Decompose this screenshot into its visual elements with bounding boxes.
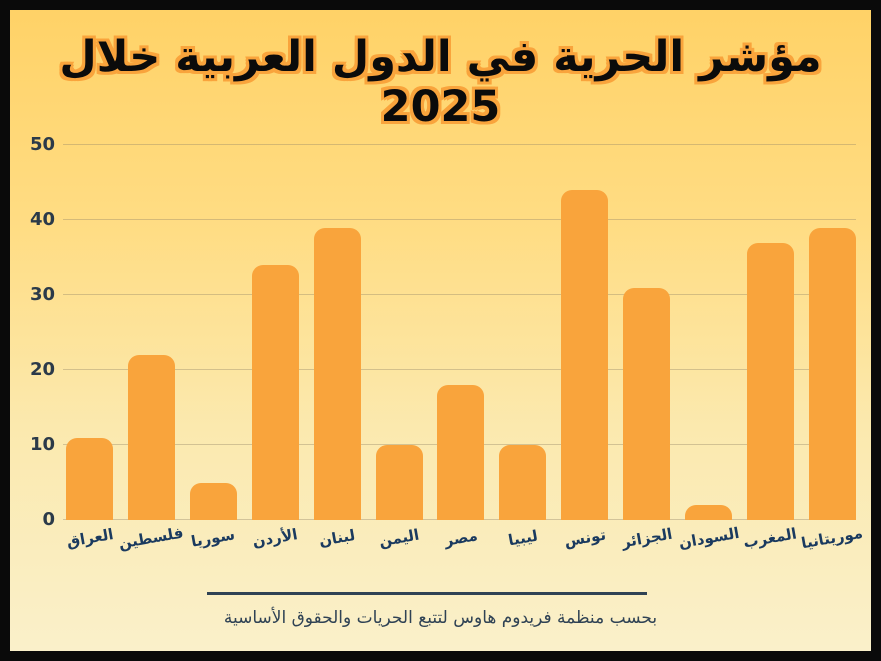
bar-column: موريتانيا (800, 145, 865, 552)
y-tick-label-40: 40 (29, 209, 55, 230)
y-tick-label-50: 50 (29, 134, 55, 155)
bar-12 (808, 227, 856, 520)
bar-column: سوريا (189, 145, 237, 551)
bar-5 (375, 445, 423, 520)
gridline-50 (63, 144, 856, 145)
bar-9 (623, 287, 671, 520)
bar-column: ليبيا (499, 145, 547, 549)
bar-7 (499, 445, 547, 520)
plot-area: 0 10 20 30 40 50 العراق فلسطين سوريا الأردن لبنان… (30, 134, 865, 553)
bar-column: السودان (677, 145, 740, 552)
gridline-30 (63, 294, 856, 295)
gridline-40 (63, 219, 856, 220)
bar-0 (66, 437, 113, 520)
bar-11 (746, 242, 794, 520)
bar-column: لبنان (313, 145, 361, 550)
gridline-20 (63, 369, 856, 370)
footer-divider (207, 592, 647, 595)
bar-6 (437, 385, 485, 520)
chart-title: مؤشر الحرية في الدول العربية خلال 2025 (59, 32, 822, 132)
x-tick-label: مصر (442, 526, 479, 550)
y-tick-label-30: 30 (29, 284, 55, 305)
bar-column: الجزائر (620, 145, 673, 551)
bar-3 (251, 265, 299, 520)
x-tick-label: سوريا (190, 525, 237, 551)
source-note: بحسب منظمة فريدوم هاوس لتتبع الحريات وال… (223, 608, 658, 628)
bar-column: فلسطين (118, 145, 185, 553)
x-tick-label: السودان (676, 523, 741, 553)
bar-column: اليمن (375, 145, 423, 550)
bar-column: العراق (65, 145, 114, 551)
bar-column: الأردن (251, 145, 299, 551)
bar-2 (189, 482, 237, 520)
bar-column: المغرب (742, 145, 798, 552)
x-tick-label: تونس (562, 525, 607, 551)
x-tick-label: لبنان (317, 525, 357, 551)
x-tick-label: موريتانيا (800, 523, 865, 553)
y-tick-label-10: 10 (29, 434, 55, 455)
bars-container: العراق فلسطين سوريا الأردن لبنان اليمن مصر ليبي… (65, 145, 865, 553)
x-tick-label: اليمن (377, 525, 421, 551)
y-tick-label-20: 20 (29, 359, 55, 380)
bar-8 (561, 190, 609, 520)
y-tick-label-0: 0 (42, 509, 55, 530)
bar-1 (127, 355, 175, 520)
x-tick-label: ليبيا (506, 526, 540, 550)
bar-4 (313, 227, 361, 520)
x-tick-label: فلسطين (117, 523, 186, 553)
x-tick-label: الجزائر (619, 524, 674, 552)
x-tick-label: العراق (64, 525, 115, 551)
x-tick-label: المغرب (742, 524, 799, 552)
bar-column: مصر (437, 145, 485, 550)
bar-column: تونس (561, 145, 609, 550)
x-tick-label: الأردن (251, 525, 300, 551)
bar-10 (685, 505, 733, 520)
